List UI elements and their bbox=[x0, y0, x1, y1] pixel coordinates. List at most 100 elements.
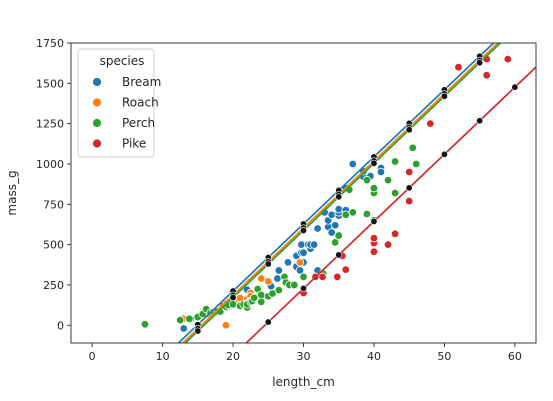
data-point-perch bbox=[348, 208, 358, 217]
prediction-point bbox=[229, 294, 237, 302]
prediction-point bbox=[512, 19, 518, 25]
y-axis-label: mass_g bbox=[5, 170, 19, 215]
legend-marker-bream bbox=[92, 77, 102, 87]
data-point-pike bbox=[454, 62, 463, 72]
data-point-bream bbox=[297, 240, 306, 249]
data-point-roach bbox=[221, 321, 231, 330]
legend-label-bream: Bream bbox=[122, 75, 161, 89]
data-point-pike bbox=[482, 71, 491, 80]
data-point-perch bbox=[369, 183, 379, 193]
data-point-pike bbox=[318, 272, 327, 282]
x-tick-label: 30 bbox=[297, 350, 311, 363]
y-tick-label: 250 bbox=[43, 279, 64, 292]
x-axis-ticks: 0 10 20 30 40 50 60 bbox=[89, 343, 522, 363]
x-tick-label: 0 bbox=[89, 350, 96, 363]
prediction-point bbox=[405, 126, 413, 134]
data-point-perch bbox=[290, 280, 299, 290]
data-point-perch bbox=[331, 238, 340, 247]
data-point-perch bbox=[274, 285, 284, 295]
data-point-perch bbox=[341, 210, 350, 219]
legend-frame bbox=[77, 48, 155, 158]
prediction-point bbox=[440, 92, 448, 100]
prediction-point bbox=[335, 193, 343, 201]
data-point-perch bbox=[408, 143, 417, 153]
legend-marker-pike bbox=[92, 138, 102, 149]
data-point-pike bbox=[404, 167, 414, 177]
data-point-perch bbox=[140, 320, 150, 329]
x-tick-label: 40 bbox=[367, 350, 381, 363]
data-point-pike bbox=[390, 229, 400, 239]
prediction-point bbox=[194, 327, 202, 335]
legend-label-perch: Perch bbox=[122, 116, 155, 130]
plot-marks bbox=[140, 19, 536, 392]
legend: species Bream Roach Perch Pike bbox=[77, 48, 161, 158]
data-point-bream bbox=[348, 159, 358, 169]
prediction-point bbox=[405, 184, 413, 192]
y-tick-label: 750 bbox=[43, 198, 64, 211]
data-point-perch bbox=[390, 188, 400, 198]
data-point-perch bbox=[176, 315, 185, 325]
prediction-point bbox=[440, 150, 448, 158]
data-point-perch bbox=[362, 175, 372, 185]
data-point-pike bbox=[333, 272, 342, 282]
data-point-bream bbox=[179, 324, 188, 333]
y-tick-label: 1000 bbox=[36, 158, 64, 171]
prediction-point bbox=[299, 284, 307, 292]
data-point-bream bbox=[313, 224, 322, 233]
prediction-point bbox=[264, 260, 272, 268]
data-point-pike bbox=[404, 196, 414, 206]
y-tick-label: 1500 bbox=[36, 77, 64, 90]
x-tick-label: 50 bbox=[437, 350, 451, 363]
data-point-bream bbox=[327, 228, 336, 237]
data-point-bream bbox=[331, 221, 340, 230]
prediction-point bbox=[370, 217, 378, 225]
data-point-bream bbox=[309, 240, 319, 249]
prediction-point bbox=[195, 386, 201, 392]
prediction-point bbox=[512, 24, 518, 30]
prediction-point bbox=[511, 83, 519, 91]
data-point-perch bbox=[334, 231, 343, 240]
data-point-perch bbox=[257, 290, 266, 300]
data-point-bream bbox=[334, 204, 343, 214]
prediction-point bbox=[512, 26, 518, 32]
prediction-point bbox=[370, 159, 378, 167]
data-point-perch bbox=[249, 293, 259, 303]
data-point-perch bbox=[257, 297, 266, 307]
data-point-bream bbox=[327, 210, 336, 219]
y-tick-label: 1750 bbox=[36, 37, 64, 50]
data-point-pike bbox=[503, 54, 513, 64]
legend-items: Bream Roach Perch Pike bbox=[92, 75, 161, 151]
data-point-perch bbox=[362, 209, 372, 219]
prediction-point bbox=[476, 59, 484, 67]
data-point-perch bbox=[390, 157, 400, 166]
prediction-point bbox=[299, 226, 307, 234]
data-point-perch bbox=[299, 272, 308, 282]
legend-marker-roach bbox=[92, 97, 102, 108]
y-tick-label: 500 bbox=[43, 239, 64, 252]
data-point-bream bbox=[283, 258, 293, 267]
data-point-bream bbox=[295, 266, 305, 275]
x-tick-label: 20 bbox=[226, 350, 240, 363]
data-point-pike bbox=[369, 233, 379, 243]
data-point-pike bbox=[383, 240, 393, 249]
data-point-bream bbox=[299, 248, 308, 257]
data-point-perch bbox=[228, 300, 238, 309]
data-point-bream bbox=[274, 266, 284, 275]
data-point-pike bbox=[369, 247, 379, 256]
prediction-point bbox=[335, 251, 343, 259]
y-axis-ticks: 0 250 500 750 1000 1250 1500 1750 bbox=[36, 37, 71, 332]
data-point-perch bbox=[412, 159, 421, 169]
data-point-perch bbox=[268, 289, 277, 298]
legend-label-roach: Roach bbox=[122, 96, 159, 110]
y-tick-label: 0 bbox=[57, 319, 64, 332]
legend-label-pike: Pike bbox=[122, 137, 146, 151]
data-point-pike bbox=[341, 265, 350, 274]
prediction-point bbox=[476, 117, 484, 125]
x-axis-label: length_cm bbox=[272, 375, 335, 389]
x-tick-label: 60 bbox=[508, 350, 522, 363]
x-tick-label: 10 bbox=[156, 350, 170, 363]
legend-marker-perch bbox=[92, 118, 102, 128]
data-point-roach bbox=[295, 258, 305, 267]
y-tick-label: 1250 bbox=[36, 118, 64, 131]
